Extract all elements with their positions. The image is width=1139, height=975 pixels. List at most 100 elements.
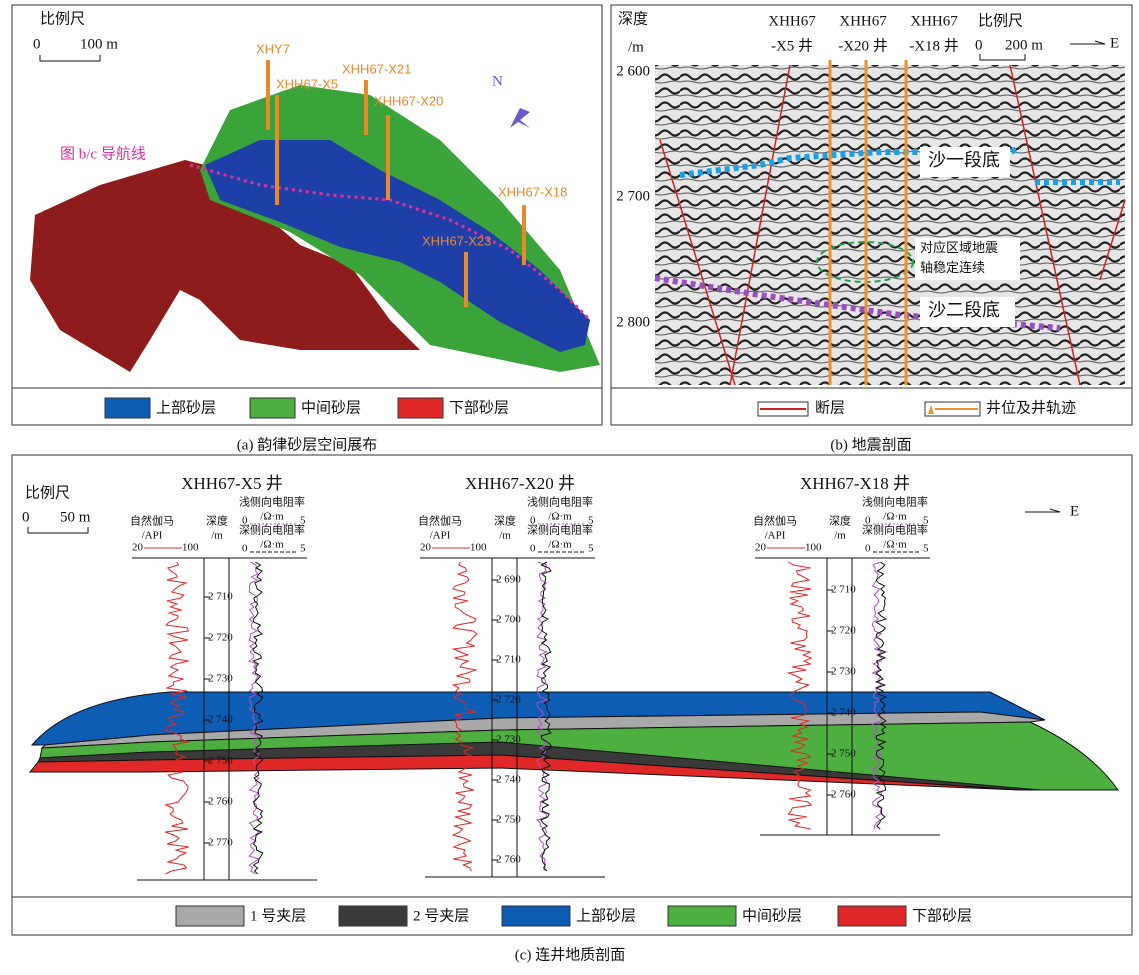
north-label: N <box>492 73 503 89</box>
legend-label: 1 号夹层 <box>250 907 306 924</box>
log-label: 深度 <box>829 514 851 528</box>
depth-tick-label: 2 730 <box>208 673 233 685</box>
legend-label: 下部砂层 <box>449 399 509 416</box>
log-label: 浅侧向电阻率 <box>862 495 928 509</box>
depth-tick-label: 2 710 <box>496 654 521 666</box>
depth-label: /m <box>628 39 644 55</box>
depth-tick: 2 600 <box>616 63 650 79</box>
well-label: XHH67-X5 <box>276 76 338 91</box>
log-range: 5 <box>923 543 929 555</box>
well-label: XHH67 <box>768 13 816 29</box>
legend-label: 上部砂层 <box>156 399 216 416</box>
log-label: /Ω·m <box>260 539 284 551</box>
legend-label: 上部砂层 <box>576 907 636 924</box>
depth-tick-label: 2 730 <box>496 734 521 746</box>
legend-label: 下部砂层 <box>912 907 972 924</box>
depth-tick-label: 2 760 <box>831 789 856 801</box>
well-label: XHH67-X23 <box>422 233 491 248</box>
log-label: 浅侧向电阻率 <box>527 495 593 509</box>
scale-zero: 0 <box>22 509 30 525</box>
annotation: 沙一段底 <box>928 150 1000 170</box>
log-label: /Ω·m <box>883 511 907 523</box>
log-label: /API <box>765 530 786 542</box>
legend-label: 断层 <box>815 399 845 416</box>
depth-tick-label: 2 750 <box>208 755 233 767</box>
east-label: E <box>1070 503 1079 519</box>
well-name: XHH67-X18 井 <box>800 474 910 493</box>
depth-tick-label: 2 690 <box>496 574 521 586</box>
depth-tick-label: 2 760 <box>496 854 521 866</box>
depth-tick: 2 800 <box>616 314 650 330</box>
log-range: 5 <box>300 543 306 555</box>
log-label: /m <box>834 530 846 542</box>
log-label: /API <box>142 530 163 542</box>
panel-a: 比例尺 0 100 m XHY7 XHH67-X5 XHH67-X21 XHH6… <box>12 5 602 453</box>
depth-tick-label: 2 720 <box>496 694 521 706</box>
log-range: 0 <box>242 543 248 555</box>
log-range: 20 <box>420 542 432 554</box>
log-label: 深侧向电阻率 <box>527 523 593 537</box>
legend-label: 2 号夹层 <box>413 907 469 924</box>
log-label: 自然伽马 <box>130 514 174 528</box>
log-label: 深度 <box>494 514 516 528</box>
log-label: /Ω·m <box>548 511 572 523</box>
depth-tick-label: 2 750 <box>496 814 521 826</box>
scale-length: 100 m <box>80 36 118 52</box>
well-label: XHH67-X21 <box>342 61 411 76</box>
depth-tick-label: 2 710 <box>831 584 856 596</box>
depth-tick-label: 2 720 <box>831 625 856 637</box>
caption: (a) 韵律砂层空间展布 <box>237 436 377 453</box>
log-range: 100 <box>805 542 822 554</box>
legend-label: 中间砂层 <box>742 907 802 924</box>
log-label: /Ω·m <box>883 539 907 551</box>
well-label: XHY7 <box>256 41 290 56</box>
figure: 比例尺 0 100 m XHY7 XHH67-X5 XHH67-X21 XHH6… <box>0 0 1139 970</box>
depth-label: 深度 <box>618 10 648 27</box>
depth-tick-label: 2 750 <box>831 748 856 760</box>
log-label: /m <box>499 530 511 542</box>
log-label: /m <box>211 530 223 542</box>
legend-label: 井位及井轨迹 <box>986 399 1076 416</box>
log-label: 深侧向电阻率 <box>239 523 305 537</box>
log-label: /API <box>430 530 451 542</box>
log-range: 100 <box>182 542 199 554</box>
annotation: 轴稳定连续 <box>920 260 985 275</box>
well-label: XHH67 <box>910 13 958 29</box>
nav-line-label: 图 b/c 导航线 <box>60 145 146 162</box>
scale-title: 比例尺 <box>978 12 1023 29</box>
well-label: XHH67-X18 <box>498 184 567 199</box>
depth-tick-label: 2 710 <box>208 591 233 603</box>
panel-b: 深度 /m XHH67 -X5 井 XHH67 -X20 井 XHH67 -X1… <box>611 5 1132 453</box>
well-label: -X5 井 <box>771 37 813 54</box>
log-label: 自然伽马 <box>418 514 462 528</box>
log-label: /Ω·m <box>260 511 284 523</box>
well-label: -X20 井 <box>838 37 888 54</box>
well-label: XHH67 <box>839 13 887 29</box>
log-range: 0 <box>865 543 871 555</box>
well-name: XHH67-X5 井 <box>181 474 283 493</box>
depth-tick-label: 2 700 <box>496 614 521 626</box>
log-range: 20 <box>755 542 767 554</box>
annotation: 对应区域地震 <box>920 240 998 255</box>
log-label: /Ω·m <box>548 539 572 551</box>
well-label: XHH67-X20 <box>374 93 443 108</box>
depth-tick-label: 2 730 <box>831 666 856 678</box>
well-label: -X18 井 <box>909 37 959 54</box>
scale-length: 200 m <box>1005 37 1043 53</box>
depth-tick-label: 2 740 <box>496 774 521 786</box>
log-range: 0 <box>530 543 536 555</box>
log-label: 自然伽马 <box>753 514 797 528</box>
legend-label: 中间砂层 <box>301 399 361 416</box>
east-label: E <box>1110 35 1119 51</box>
scale-zero: 0 <box>975 37 983 53</box>
scale-title: 比例尺 <box>25 484 70 501</box>
log-range: 20 <box>132 542 144 554</box>
depth-tick-label: 2 760 <box>208 796 233 808</box>
caption: (b) 地震剖面 <box>830 436 911 453</box>
caption: (c) 连井地质剖面 <box>515 946 625 963</box>
panel-c: 比例尺 0 50 m E 1 号夹层 2 号夹层 上部砂层 中间砂层 下部砂层 … <box>12 455 1132 963</box>
scale-zero: 0 <box>33 36 41 52</box>
depth-tick-label: 2 740 <box>831 707 856 719</box>
scale-title: 比例尺 <box>40 10 85 27</box>
depth-tick-label: 2 740 <box>208 714 233 726</box>
